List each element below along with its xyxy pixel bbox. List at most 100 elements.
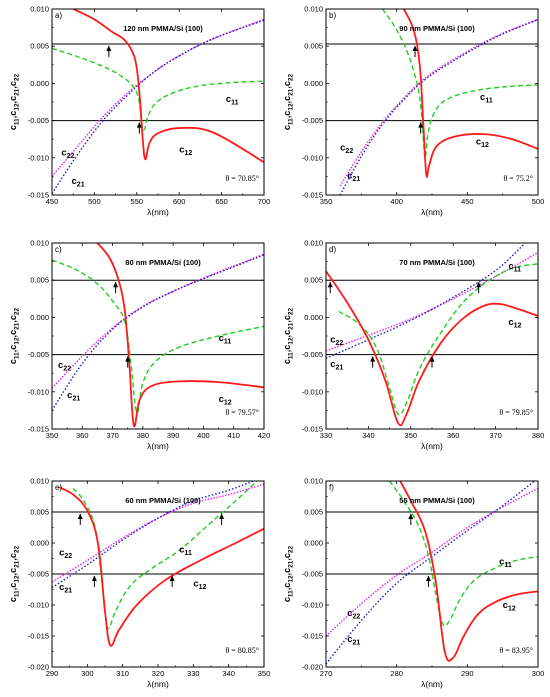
x-tick-label: 500	[88, 197, 101, 206]
series-line-c12	[58, 486, 264, 647]
curve-label-c21-base: c	[330, 359, 335, 370]
curve-label-c22: c22	[347, 608, 360, 621]
curve-label-c21-subscript: 21	[352, 640, 360, 647]
marker-arrow-2	[425, 575, 431, 587]
y-axis-label: c11,c12,c21,c22	[8, 546, 21, 603]
marker-arrow-1	[408, 513, 414, 525]
x-tick-label: 400	[390, 197, 403, 206]
y-tick-label: -0.010	[28, 153, 49, 162]
curve-label-c22: c22	[61, 148, 74, 161]
y-tick-label: 0.005	[30, 508, 49, 517]
curve-label-c11-base: c	[179, 544, 184, 555]
x-axis-label: λ(nm)	[147, 207, 169, 217]
x-axis-label: λ(nm)	[421, 207, 443, 217]
curve-label-c11-subscript: 11	[504, 562, 512, 569]
y-tick-label: 0.005	[30, 276, 49, 285]
y-tick-label: -0.005	[302, 350, 323, 359]
curve-label-c12: c12	[193, 578, 206, 591]
panel-letter: a)	[55, 11, 62, 20]
series-line-c21	[52, 254, 264, 411]
series-group	[52, 481, 264, 647]
curve-label-c12: c12	[508, 317, 521, 330]
y-tick-label: -0.010	[28, 387, 49, 396]
x-tick-label: 340	[362, 431, 375, 440]
series-line-c21	[52, 481, 254, 589]
y-tick-label: 0.010	[304, 5, 323, 14]
series-line-c22	[52, 18, 264, 177]
curve-label-c21: c21	[330, 359, 343, 372]
curve-label-c11-subscript: 11	[184, 550, 192, 557]
y-tick-label: 0.005	[304, 276, 323, 285]
y-tick-label: 0.000	[30, 79, 49, 88]
curve-label-c11-base: c	[508, 261, 513, 272]
series-line-c21	[326, 481, 535, 665]
marker-arrow-4	[219, 513, 225, 525]
x-tick-label: 280	[390, 669, 403, 678]
curve-label-c22-subscript: 22	[67, 153, 75, 160]
panel-letter: c)	[55, 245, 62, 254]
curve-label-c11-base: c	[226, 94, 231, 105]
curve-label-c12: c12	[503, 600, 516, 613]
y-tick-label: 0.005	[30, 42, 49, 51]
curve-label-c21-base: c	[59, 582, 64, 593]
curve-label-c21-base: c	[67, 390, 72, 401]
series-line-c11	[338, 263, 538, 416]
x-tick-label: 370	[489, 431, 502, 440]
curve-label-c12-base: c	[179, 145, 184, 156]
curve-label-c21-subscript: 21	[77, 181, 85, 188]
x-tick-label: 380	[532, 431, 545, 440]
x-tick-label: 300	[81, 669, 94, 678]
x-tick-label: 370	[106, 431, 119, 440]
curve-label-c11-subscript: 11	[514, 267, 522, 274]
y-axis-label: c11,c12,c21,c22	[282, 74, 295, 131]
curve-label-c11: c11	[226, 94, 239, 107]
x-tick-label: 330	[320, 431, 333, 440]
curve-label-c22-base: c	[61, 148, 66, 159]
panel-title: 60 nm PMMA/Si (100)	[125, 496, 201, 505]
series-line-c21	[339, 18, 538, 195]
plot-frame	[325, 8, 539, 196]
x-tick-label: 380	[137, 431, 150, 440]
x-tick-label: 550	[131, 197, 144, 206]
panel-d: 330 340 350 360 370 380 -0.015 -0.010 -0.005 0.00…	[282, 239, 544, 452]
x-tick-label: 500	[532, 197, 545, 206]
y-tick-label: 0.005	[304, 42, 323, 51]
marker-arrow-1	[412, 45, 418, 57]
curve-label-c21: c21	[59, 582, 72, 595]
curve-label-c21: c21	[72, 176, 85, 189]
marker-arrow-2	[136, 122, 142, 134]
curve-label-c21: c21	[67, 390, 80, 403]
y-tick-label: -0.010	[302, 387, 323, 396]
curve-label-c12-subscript: 12	[199, 584, 207, 591]
series-line-c21	[52, 19, 264, 194]
marker-arrow-4	[476, 281, 482, 294]
theta-annotation: θ = 83.95°	[499, 646, 533, 655]
x-tick-label: 350	[405, 431, 418, 440]
curve-label-c12-subscript: 12	[514, 322, 522, 329]
curve-label-c12-base: c	[193, 578, 198, 589]
x-tick-label: 700	[258, 197, 271, 206]
x-tick-label: 650	[215, 197, 228, 206]
curve-label-c12: c12	[476, 136, 489, 149]
y-tick-label: 0.010	[304, 477, 323, 486]
y-tick-label: -0.015	[302, 191, 323, 200]
curve-label-c11: c11	[508, 261, 521, 274]
y-tick-label: 0.000	[30, 539, 49, 548]
marker-arrow-2	[91, 575, 97, 587]
curve-label-c11: c11	[179, 544, 192, 557]
series-line-c11	[381, 9, 538, 159]
curve-label-c11-subscript: 11	[224, 339, 232, 346]
y-tick-label: -0.015	[302, 425, 323, 434]
y-tick-label: -0.010	[302, 601, 323, 610]
panel-title: 120 nm PMMA/Si (100)	[123, 24, 203, 33]
plot-frame	[325, 242, 539, 430]
curve-label-c11-base: c	[219, 333, 224, 344]
y-tick-label: 0.000	[304, 313, 323, 322]
y-axis-label: c11,c12,c21,c22	[8, 308, 21, 365]
x-tick-label: 290	[46, 669, 59, 678]
x-tick-label: 350	[46, 431, 59, 440]
x-tick-label: 310	[116, 669, 129, 678]
curve-label-c21-subscript: 21	[72, 395, 80, 402]
curve-label-c22-subscript: 22	[64, 553, 72, 560]
theta-annotation: θ = 70.85°	[225, 174, 259, 183]
